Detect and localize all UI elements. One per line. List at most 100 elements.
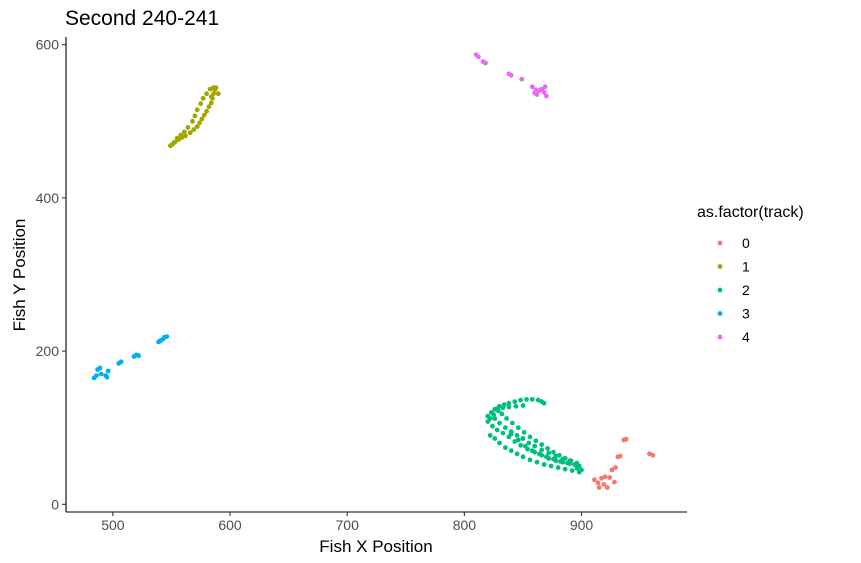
point-series-3-9 (118, 359, 124, 365)
point-series-2-88 (567, 458, 573, 464)
point-series-2-87 (560, 456, 566, 462)
point-series-2-8 (534, 459, 540, 465)
point-series-0-10 (613, 465, 618, 470)
y-tick-label-600: 600 (36, 37, 60, 53)
series-2 (485, 397, 584, 475)
point-series-2-49 (532, 449, 538, 455)
point-series-0-12 (617, 453, 623, 459)
point-series-2-4 (508, 448, 514, 454)
legend-key-0 (717, 240, 723, 246)
point-series-1-23 (198, 101, 204, 107)
series-3 (91, 334, 170, 381)
point-series-2-12 (562, 466, 568, 472)
point-series-2-22 (518, 397, 523, 403)
point-series-2-80 (514, 433, 520, 438)
point-series-3-4 (98, 371, 104, 377)
point-series-2-48 (525, 446, 530, 452)
point-series-1-7 (191, 127, 197, 133)
x-tick-label-500: 500 (101, 517, 125, 533)
axes: 500 600 700 800 900 0 200 400 600 (36, 37, 687, 533)
point-series-1-28 (181, 129, 187, 135)
point-series-1-13 (206, 104, 212, 110)
plot-area (91, 52, 656, 490)
point-series-2-42 (490, 423, 495, 429)
point-series-1-22 (200, 95, 206, 101)
point-series-2-51 (546, 456, 552, 461)
point-series-0-16 (650, 452, 656, 458)
point-series-1-12 (204, 108, 210, 114)
point-series-2-81 (520, 436, 526, 441)
point-series-3-1 (94, 373, 99, 378)
point-series-2-3 (503, 445, 508, 450)
legend-key-1 (717, 264, 723, 269)
point-series-2-89 (574, 465, 580, 471)
point-series-2-74 (520, 403, 526, 408)
point-series-2-11 (555, 465, 561, 470)
point-series-3-3 (97, 365, 103, 371)
point-series-2-46 (512, 439, 518, 444)
point-series-1-20 (208, 94, 214, 100)
point-series-1-30 (174, 135, 180, 141)
point-series-2-83 (532, 443, 538, 449)
point-series-2-56 (499, 411, 505, 417)
point-series-2-64 (545, 446, 550, 451)
point-series-4-5 (508, 72, 514, 78)
point-series-0-14 (623, 436, 629, 442)
point-series-4-6 (519, 76, 525, 82)
point-series-2-2 (497, 440, 502, 446)
point-series-2-84 (539, 447, 545, 453)
point-series-1-24 (194, 107, 200, 113)
point-series-1-9 (197, 120, 203, 126)
point-series-3-6 (104, 374, 110, 380)
point-series-0-5 (602, 474, 608, 480)
y-tick-label-200: 200 (36, 343, 60, 359)
y-tick-label-0: 0 (51, 496, 59, 512)
x-tick-label-600: 600 (218, 517, 242, 533)
point-series-2-24 (529, 397, 535, 402)
point-series-1-19 (215, 91, 221, 97)
legend-label-0: 0 (742, 235, 750, 251)
legend-label-4: 4 (742, 329, 750, 345)
point-series-2-7 (527, 457, 533, 463)
point-series-2-62 (533, 438, 539, 444)
point-series-2-10 (548, 463, 554, 469)
point-series-2-90 (579, 467, 584, 473)
point-series-0-2 (596, 485, 602, 490)
point-series-2-61 (527, 434, 533, 440)
legend-label-1: 1 (742, 259, 750, 275)
point-series-1-6 (187, 130, 193, 136)
point-series-2-86 (553, 453, 559, 459)
point-series-4-3 (483, 60, 488, 66)
point-series-1-26 (190, 118, 195, 124)
point-series-1-10 (199, 116, 205, 122)
point-series-4-12 (541, 89, 547, 95)
point-series-3-7 (105, 368, 111, 374)
point-series-1-27 (185, 125, 191, 130)
point-series-2-43 (494, 427, 500, 433)
legend: as.factor(track) 0 1 2 3 4 (697, 204, 804, 345)
point-series-4-13 (542, 84, 548, 90)
series-0 (592, 436, 656, 490)
point-series-4-14 (544, 93, 549, 99)
point-series-2-28 (492, 416, 498, 421)
point-series-2-20 (506, 400, 512, 406)
point-series-1-21 (204, 91, 210, 97)
point-series-2-0 (487, 433, 493, 438)
point-series-2-5 (514, 451, 520, 457)
point-series-2-72 (506, 404, 512, 410)
point-series-3-12 (136, 353, 142, 359)
point-series-1-11 (201, 112, 207, 118)
point-series-2-1 (492, 436, 498, 441)
point-series-2-82 (526, 440, 532, 446)
point-series-2-63 (539, 442, 545, 447)
point-series-2-45 (506, 434, 512, 440)
legend-key-3 (717, 311, 723, 316)
legend-key-4 (717, 334, 723, 340)
point-series-2-23 (524, 397, 529, 402)
point-series-2-69 (574, 460, 580, 466)
point-series-0-4 (601, 482, 607, 487)
point-series-2-47 (518, 442, 523, 448)
point-series-0-7 (607, 475, 613, 480)
point-series-2-30 (503, 425, 508, 431)
